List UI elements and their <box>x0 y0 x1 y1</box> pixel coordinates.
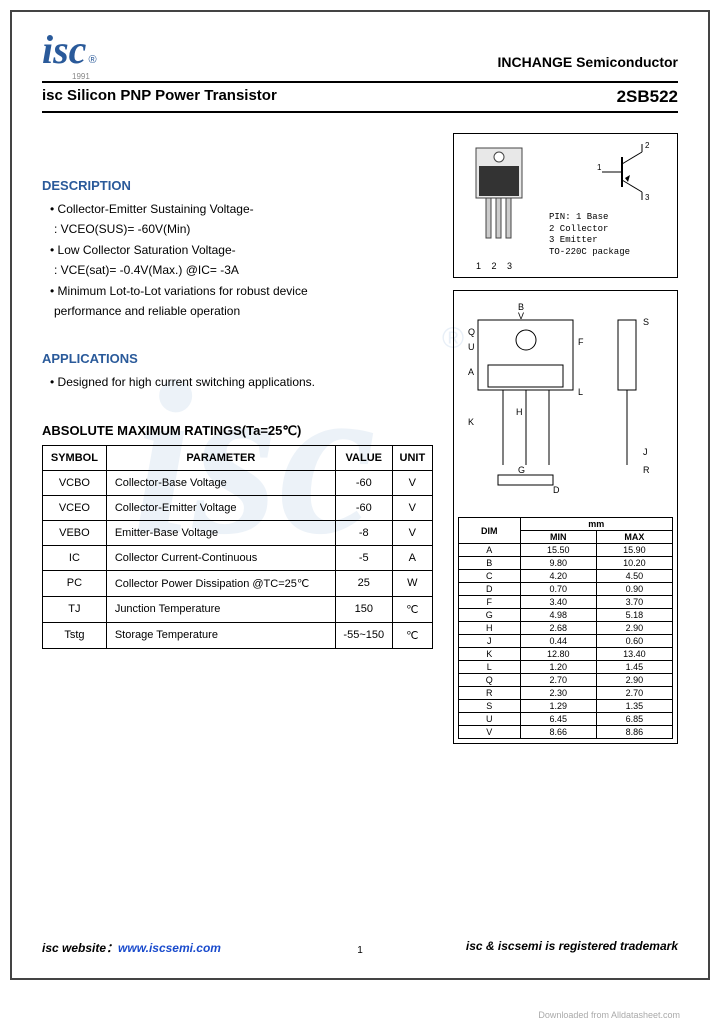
pin-legend: PIN: 1 Base 2 Collector 3 Emitter TO-220… <box>549 212 630 259</box>
table-row: TstgStorage Temperature-55~150℃ <box>43 622 433 648</box>
svg-text:V: V <box>518 311 524 321</box>
package-drawing <box>464 144 534 244</box>
desc-item: • Collector-Emitter Sustaining Voltage- <box>42 199 433 219</box>
website-link[interactable]: www.iscsemi.com <box>118 941 221 955</box>
table-row: J0.440.60 <box>459 635 673 648</box>
logo-registered: ® <box>88 54 96 66</box>
col-symbol: SYMBOL <box>43 445 107 470</box>
svg-text:1: 1 <box>597 163 602 172</box>
svg-text:A: A <box>468 367 474 377</box>
col-parameter: PARAMETER <box>106 445 335 470</box>
svg-text:2: 2 <box>645 142 650 150</box>
table-row: VEBOEmitter-Base Voltage-8V <box>43 520 433 545</box>
desc-item: • Low Collector Saturation Voltage- <box>42 240 433 260</box>
page-number: 1 <box>357 945 363 956</box>
table-row: VCBOCollector-Base Voltage-60V <box>43 470 433 495</box>
desc-item: • Minimum Lot-to-Lot variations for robu… <box>42 281 433 301</box>
table-row: G4.985.18 <box>459 609 673 622</box>
dimensions-box: B V F Q U A K L H G D S J R <box>453 290 678 744</box>
svg-text:H: H <box>516 407 523 417</box>
svg-text:D: D <box>553 485 560 495</box>
ratings-table: SYMBOL PARAMETER VALUE UNIT VCBOCollecto… <box>42 445 433 649</box>
desc-item: : VCE(sat)= -0.4V(Max.) @IC= -3A <box>42 260 433 280</box>
svg-text:S: S <box>643 317 649 327</box>
header: isc ® INCHANGE Semiconductor <box>42 30 678 70</box>
table-row: F3.403.70 <box>459 596 673 609</box>
svg-text:3: 3 <box>645 193 650 202</box>
company-name: INCHANGE Semiconductor <box>498 54 678 70</box>
svg-text:U: U <box>468 342 475 352</box>
applications-list: • Designed for high current switching ap… <box>42 372 433 392</box>
table-row: K12.8013.40 <box>459 648 673 661</box>
table-row: L1.201.45 <box>459 661 673 674</box>
description-heading: DESCRIPTION <box>42 178 433 193</box>
table-row: R2.302.70 <box>459 687 673 700</box>
dimensions-table: DIMmm MINMAX A15.5015.90B9.8010.20C4.204… <box>458 517 673 739</box>
table-row: U6.456.85 <box>459 713 673 726</box>
table-row: A15.5015.90 <box>459 544 673 557</box>
table-header-row: SYMBOL PARAMETER VALUE UNIT <box>43 445 433 470</box>
svg-text:Q: Q <box>468 327 475 337</box>
table-row: S1.291.35 <box>459 700 673 713</box>
package-box: 1 2 3 1 2 3 PIN: 1 Base <box>453 133 678 278</box>
applications-heading: APPLICATIONS <box>42 351 433 366</box>
table-row: B9.8010.20 <box>459 557 673 570</box>
dimension-drawing: B V F Q U A K L H G D S J R <box>458 295 673 510</box>
table-row: C4.204.50 <box>459 570 673 583</box>
svg-text:F: F <box>578 337 584 347</box>
svg-text:L: L <box>578 387 583 397</box>
table-row: PCCollector Power Dissipation @TC=25℃25W <box>43 570 433 596</box>
table-row: Q2.702.90 <box>459 674 673 687</box>
svg-text:G: G <box>518 465 525 475</box>
desc-item: performance and reliable operation <box>42 301 433 321</box>
svg-text:J: J <box>643 447 648 457</box>
svg-text:K: K <box>468 417 474 427</box>
description-list: • Collector-Emitter Sustaining Voltage- … <box>42 199 433 321</box>
pin-numbers: 1 2 3 <box>476 261 516 271</box>
table-row: D0.700.90 <box>459 583 673 596</box>
website: isc website：www.iscsemi.com <box>42 939 221 956</box>
table-row: TJJunction Temperature150℃ <box>43 596 433 622</box>
app-item: • Designed for high current switching ap… <box>42 372 433 392</box>
table-row: VCEOCollector-Emitter Voltage-60V <box>43 495 433 520</box>
table-row: H2.682.90 <box>459 622 673 635</box>
logo: isc ® <box>42 30 97 70</box>
table-row: V8.668.86 <box>459 726 673 739</box>
transistor-symbol: 1 2 3 <box>597 142 667 202</box>
title-bar: isc Silicon PNP Power Transistor 2SB522 <box>42 81 678 113</box>
col-unit: UNIT <box>392 445 432 470</box>
doc-title: isc Silicon PNP Power Transistor <box>42 87 277 107</box>
logo-year: 1991 <box>72 72 678 81</box>
trademark-note: isc & iscsemi is registered trademark <box>466 939 678 956</box>
svg-text:R: R <box>643 465 650 475</box>
ratings-heading: ABSOLUTE MAXIMUM RATINGS(Ta=25℃) <box>42 423 433 439</box>
part-number: 2SB522 <box>617 87 678 107</box>
logo-text: isc <box>42 30 86 70</box>
table-row: ICCollector Current-Continuous-5A <box>43 545 433 570</box>
col-value: VALUE <box>335 445 392 470</box>
desc-item: : VCEO(SUS)= -60V(Min) <box>42 219 433 239</box>
